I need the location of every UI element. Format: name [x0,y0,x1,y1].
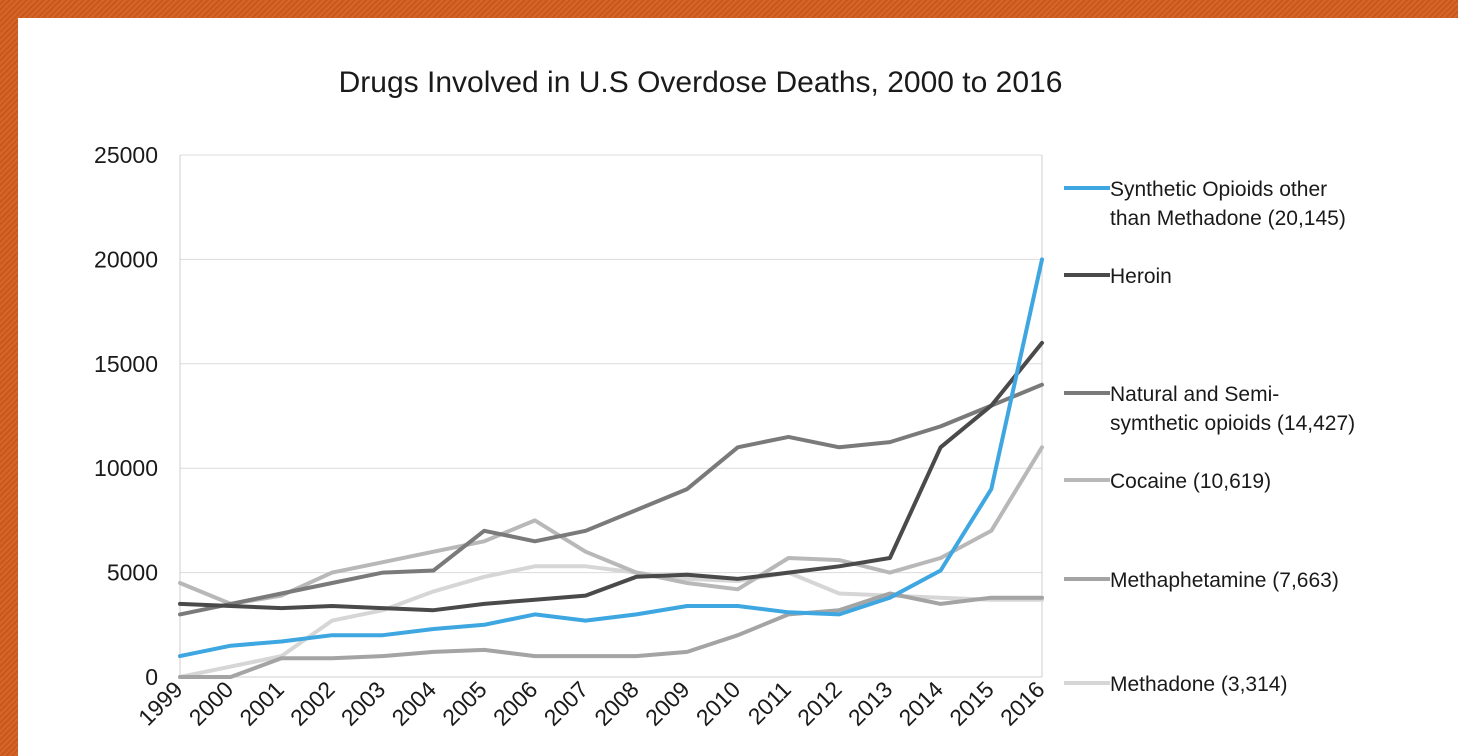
y-tick-label: 20000 [94,246,158,272]
x-tick-label: 2001 [234,676,289,731]
chart-title: Drugs Involved in U.S Overdose Deaths, 2… [338,66,1063,99]
series-line [178,257,1044,659]
x-tick-label: 2005 [437,676,492,731]
series-line [178,445,1044,606]
x-tick-label: 2000 [184,676,239,731]
legend-label: Natural and Semi- [1110,383,1279,406]
x-tick-label: 2003 [336,676,391,731]
x-tick-label: 2004 [386,676,441,731]
x-tick-label: 1999 [133,676,188,731]
x-tick-label: 2007 [539,676,594,731]
x-tick-label: 2002 [285,676,340,731]
y-tick-label: 0 [145,664,158,690]
y-tick-label: 5000 [107,560,158,586]
x-tick-label: 2012 [792,676,847,731]
x-tick-label: 2010 [691,676,746,731]
series-line [178,340,1044,613]
legend-label: Cocaine (10,619) [1110,470,1271,493]
slide: Drugs Involved in U.S Overdose Deaths, 2… [18,18,1458,756]
x-tick-label: 2016 [995,676,1050,731]
series-line [178,382,1044,617]
x-tick-label: 2008 [589,676,644,731]
x-tick-label: 2013 [843,676,898,731]
y-tick-label: 15000 [94,351,158,377]
x-tick-label: 2006 [488,676,543,731]
legend-label: symthetic opioids (14,427) [1110,412,1355,435]
x-tick-label: 2015 [944,676,999,731]
x-tick-label: 2014 [894,676,949,731]
legend-label: than Methadone (20,145) [1110,207,1346,230]
legend-label: Methaphetamine (7,663) [1110,569,1339,592]
x-tick-label: 2011 [743,676,796,729]
legend-label: Methadone (3,314) [1110,673,1287,696]
legend-label: Heroin [1110,265,1172,288]
y-tick-label: 25000 [94,142,158,168]
legend-label: Synthetic Opioids other [1110,178,1327,201]
line-chart: 0500010000150002000025000199920002001200… [94,142,1355,731]
y-tick-label: 10000 [94,455,158,481]
x-tick-label: 2009 [640,676,695,731]
